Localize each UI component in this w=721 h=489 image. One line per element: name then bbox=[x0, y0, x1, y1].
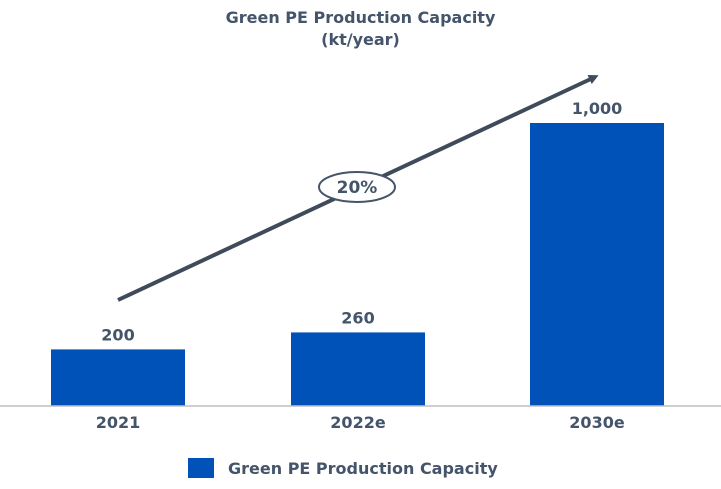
growth-annotation: 20% bbox=[318, 171, 396, 203]
bar-2021 bbox=[51, 349, 185, 406]
data-label-2021: 200 bbox=[101, 325, 134, 344]
chart-title: Green PE Production Capacity bbox=[225, 8, 496, 27]
annotation-label: 20% bbox=[337, 178, 378, 198]
x-tick-label-2021: 2021 bbox=[96, 413, 141, 432]
legend-swatch bbox=[188, 458, 214, 478]
legend-label: Green PE Production Capacity bbox=[228, 458, 498, 478]
annotation-ellipse bbox=[318, 171, 396, 203]
data-label-2030e: 1,000 bbox=[572, 99, 623, 118]
data-label-2022e: 260 bbox=[341, 308, 374, 327]
bar-2022e bbox=[291, 332, 425, 406]
bar-2030e bbox=[530, 123, 664, 406]
bars-layer: 200 2021 260 2022e 1,000 2030e bbox=[51, 99, 664, 432]
legend: Green PE Production Capacity bbox=[188, 458, 498, 478]
x-tick-label-2030e: 2030e bbox=[569, 413, 625, 432]
x-tick-label-2022e: 2022e bbox=[330, 413, 386, 432]
chart-subtitle: (kt/year) bbox=[321, 30, 400, 49]
